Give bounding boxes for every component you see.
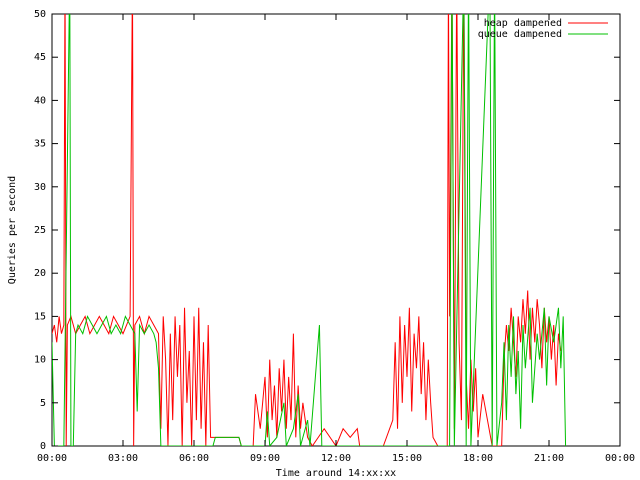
series-group	[52, 14, 567, 446]
legend-label: queue dampened	[478, 29, 562, 40]
x-tick-label: 09:00	[250, 453, 280, 464]
y-tick-label: 0	[40, 441, 46, 452]
y-tick-label: 35	[34, 139, 46, 150]
x-tick-label: 18:00	[463, 453, 493, 464]
y-tick-label: 25	[34, 225, 46, 236]
x-tick-label: 03:00	[108, 453, 138, 464]
plot-frame	[51, 13, 621, 447]
x-tick-label: 15:00	[392, 453, 422, 464]
y-tick-label: 30	[34, 182, 46, 193]
y-tick-label: 50	[34, 9, 46, 20]
y-tick-label: 5	[40, 398, 46, 409]
legend-label: heap dampened	[484, 18, 562, 29]
y-tick-label: 10	[34, 355, 46, 366]
series-line	[52, 14, 567, 446]
series-line	[52, 14, 562, 446]
y-tick-label: 20	[34, 268, 46, 279]
y-axis-label: Queries per second	[7, 176, 18, 284]
x-tick-label: 06:00	[179, 453, 209, 464]
x-tick-label: 00:00	[37, 453, 67, 464]
x-tick-label: 00:00	[605, 453, 635, 464]
y-tick-label: 40	[34, 95, 46, 106]
x-tick-label: 12:00	[321, 453, 351, 464]
y-tick-label: 45	[34, 52, 46, 63]
x-axis-label: Time around 14:xx:xx	[276, 468, 396, 479]
y-tick-label: 15	[34, 311, 46, 322]
x-tick-label: 21:00	[534, 453, 564, 464]
